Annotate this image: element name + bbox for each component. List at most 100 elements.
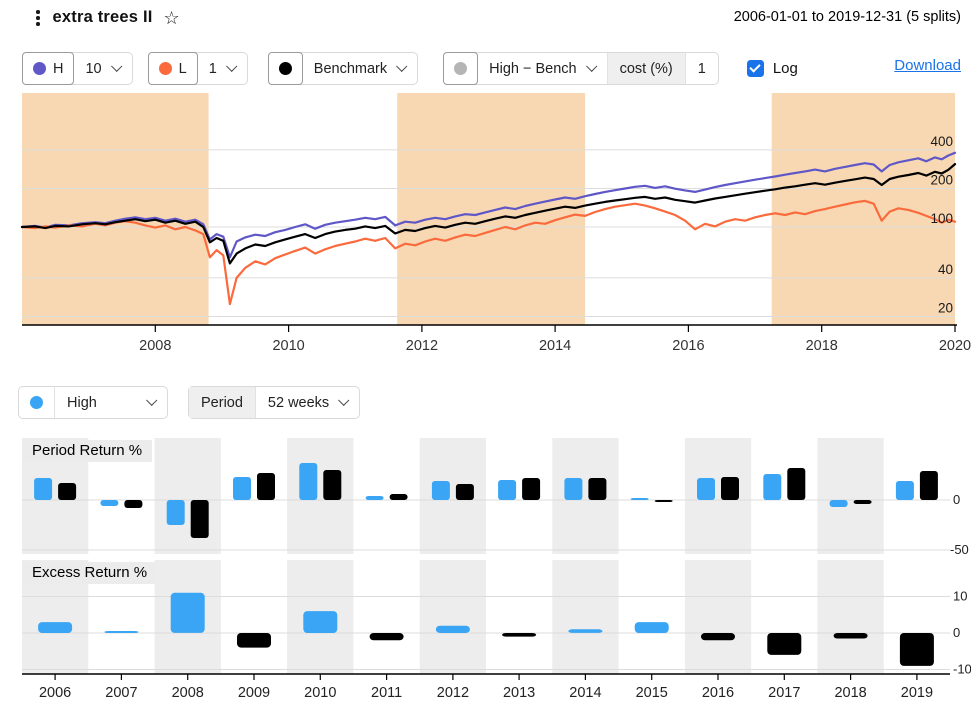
year-stripe: [154, 438, 221, 554]
diff-series-key: [443, 52, 479, 85]
period-bar-bench-2013: [522, 478, 541, 500]
bar-series-dot-icon: [30, 396, 43, 409]
toolbar: H 10 L 1 Benchmark High − Bench cost (%)…: [22, 52, 798, 85]
chevron-down-icon: [338, 394, 350, 406]
low-depth-select[interactable]: 1: [197, 53, 247, 84]
period-control-group: Period 52 weeks: [188, 386, 361, 419]
excess-bar-2011: [369, 633, 404, 641]
period-return-title: Period Return %: [22, 440, 153, 462]
period-bar-high-2010: [299, 463, 318, 500]
period-bar-bench-2019: [919, 471, 938, 500]
x-tick-label: 2016: [702, 685, 734, 701]
date-range: 2006-01-01 to 2019-12-31 (5 splits): [733, 9, 961, 25]
bar-charts-svg: 0 -50 10 0 -10 2006 2007 2008 2009 2010 2011 2012 20…: [22, 438, 971, 701]
high-letter: H: [53, 60, 64, 77]
chevron-down-icon: [585, 60, 597, 72]
x-tick-label: 2019: [901, 685, 933, 701]
year-stripe: [552, 438, 619, 554]
period-bar-bench-2015: [654, 500, 673, 502]
high-series-key: H: [22, 52, 75, 85]
x-tick-label: 2018: [834, 685, 866, 701]
chevron-down-icon: [225, 60, 238, 72]
year-stripe: [287, 438, 354, 554]
cost-input[interactable]: 1: [684, 53, 718, 84]
x-tick-label: 2012: [437, 685, 469, 701]
chevron-down-icon: [146, 394, 158, 406]
x-tick-label: 2016: [672, 338, 704, 354]
period-bar-high-2015: [630, 498, 649, 500]
period-bar-bench-2016: [721, 477, 739, 500]
y-tick-label: 400: [930, 134, 953, 149]
bar-series-key: [19, 387, 54, 418]
period-bar-high-2016: [697, 478, 715, 500]
excess-bar-2019: [899, 633, 934, 666]
header: extra trees II ☆: [34, 8, 180, 28]
x-tick-label: 2014: [539, 338, 571, 354]
x-tick-label: 2015: [636, 685, 668, 701]
period-bar-bench-2011: [389, 494, 408, 500]
diff-select[interactable]: High − Bench: [477, 53, 606, 84]
chevron-down-icon: [110, 60, 122, 72]
excess-bar-2009: [237, 633, 271, 648]
bar-series-control-group: High: [18, 386, 168, 419]
period-label: Period: [189, 387, 255, 418]
period-select[interactable]: 52 weeks: [254, 387, 359, 418]
x-tick-label: 2008: [172, 685, 204, 701]
period-bar-high-2014: [564, 478, 583, 500]
year-stripe: [419, 560, 486, 674]
period-bar-bench-2012: [455, 484, 474, 500]
series-line-H: [20, 151, 957, 259]
period-bar-high-2013: [498, 480, 517, 500]
y-tick-label: -50: [950, 542, 969, 557]
period-bar-high-2012: [431, 481, 450, 500]
excess-bar-2013: [502, 633, 537, 637]
x-tick-label: 2012: [406, 338, 438, 354]
y-tick-label: 0: [953, 625, 960, 640]
period-bar-high-2008: [166, 500, 185, 525]
favorite-star-icon[interactable]: ☆: [163, 7, 180, 28]
main-performance-chart: 2008 2010 2012 2014 2016 2018 2020 400 200 100 40 2…: [0, 88, 971, 358]
kebab-menu-icon[interactable]: [34, 8, 42, 28]
period-bar-bench-2010: [323, 470, 342, 500]
diff-dot-icon: [454, 62, 468, 75]
low-letter: L: [178, 60, 187, 77]
benchmark-select[interactable]: Benchmark: [302, 53, 417, 84]
year-stripe: [419, 438, 486, 554]
excess-bar-2014: [568, 629, 603, 633]
y-tick-label: 40: [938, 262, 953, 277]
year-stripe: [552, 560, 619, 674]
period-bar-bench-2008: [190, 500, 209, 538]
bar-series-select[interactable]: High: [54, 387, 167, 418]
x-tick-label: 2018: [806, 338, 838, 354]
lower-toolbar: High Period 52 weeks: [18, 386, 361, 419]
benchmark-control-group: Benchmark: [267, 52, 419, 85]
y-tick-label: -10: [953, 662, 971, 677]
main-chart-svg: 2008 2010 2012 2014 2016 2018 2020 400 200 100 40 2…: [20, 93, 971, 354]
excess-bar-2008: [170, 592, 205, 633]
y-tick-label: 20: [938, 301, 953, 316]
high-dot-icon: [33, 62, 46, 75]
excess-bar-2016: [701, 633, 735, 641]
x-tick-label: 2020: [939, 338, 971, 354]
period-bar-high-2007: [100, 500, 119, 506]
period-bar-bench-2006: [58, 483, 77, 500]
excess-bar-2007: [104, 631, 139, 633]
log-checkbox[interactable]: [746, 60, 764, 77]
period-bar-bench-2018: [853, 500, 872, 504]
series-line-L: [20, 199, 957, 306]
download-link[interactable]: Download: [894, 57, 961, 74]
log-toggle[interactable]: Log: [746, 60, 798, 77]
x-tick-label: 2014: [569, 685, 601, 701]
period-bar-bench-2014: [588, 478, 607, 500]
benchmark-dot-icon: [278, 62, 292, 75]
excess-bar-2015: [634, 622, 669, 633]
x-tick-label: 2010: [304, 685, 336, 701]
high-depth-select[interactable]: 10: [73, 53, 131, 84]
y-tick-label: 10: [953, 589, 967, 604]
year-stripe: [817, 560, 884, 674]
split-band: [22, 93, 209, 325]
x-tick-label: 2008: [139, 338, 171, 354]
series-line-Benchmark: [20, 162, 957, 265]
excess-bar-2017: [767, 633, 802, 655]
chevron-down-icon: [396, 60, 408, 72]
